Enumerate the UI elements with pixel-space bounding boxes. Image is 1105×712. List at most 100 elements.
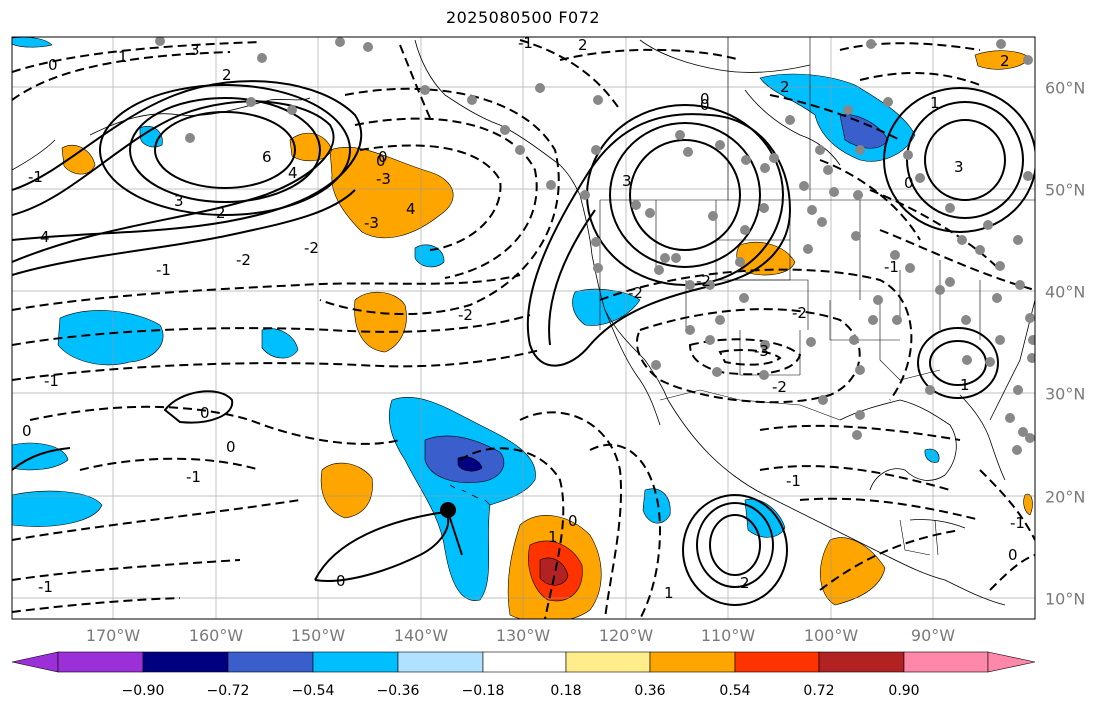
- lon-label: 160°W: [188, 626, 244, 645]
- svg-text:1: 1: [960, 376, 970, 394]
- svg-text:-2: -2: [696, 272, 711, 290]
- svg-text:3: 3: [954, 158, 964, 176]
- svg-text:-1: -1: [884, 258, 899, 276]
- svg-text:3: 3: [190, 41, 200, 59]
- colorbar-tick-label: 0.54: [719, 683, 751, 699]
- central-america: [884, 554, 1006, 606]
- svg-text:0: 0: [378, 148, 388, 166]
- alaska-coast: [414, 39, 581, 196]
- shade-cyan-gulf-alaska-small: [414, 244, 445, 268]
- lat-label: 10°N: [1045, 589, 1086, 609]
- shade-orange-mexico-west: [820, 537, 886, 606]
- shade-blue-hudson-bay: [839, 114, 889, 149]
- colorbar-tick-label: 0.36: [634, 683, 666, 699]
- colorbar-bin-6: [482, 651, 567, 673]
- shade-orange-west-aleutian: [289, 132, 333, 162]
- colorbar-tick-label: 0.72: [803, 683, 835, 699]
- mexico-pacific-coast: [667, 399, 886, 556]
- lat-label: 30°N: [1045, 384, 1086, 404]
- svg-text:-1: -1: [156, 261, 171, 279]
- hawaii-islands: [449, 484, 491, 506]
- colorbar-tick-label: −0.18: [461, 683, 505, 699]
- colorbar-extend-left: [11, 651, 59, 673]
- colorbar-bin-11: [903, 651, 989, 673]
- shade-cyan-baja-small: [642, 488, 671, 524]
- coastlines: [12, 39, 1035, 606]
- svg-text:-3: -3: [364, 214, 379, 232]
- svg-text:0: 0: [568, 512, 578, 530]
- colorbar-bin-8: [649, 651, 736, 673]
- svg-text:-2: -2: [792, 304, 807, 322]
- colorbar-tick-label: −0.54: [291, 683, 335, 699]
- svg-text:0: 0: [700, 90, 710, 108]
- station-markers: [155, 37, 1035, 455]
- svg-text:2: 2: [578, 36, 588, 54]
- colorbar-bin-9: [734, 651, 820, 673]
- lon-label: 100°W: [803, 626, 859, 645]
- lon-label: 150°W: [290, 626, 346, 645]
- svg-text:2: 2: [1000, 52, 1010, 70]
- svg-text:2: 2: [222, 66, 232, 84]
- map-border: [11, 36, 1036, 620]
- lat-label: 20°N: [1045, 487, 1086, 507]
- svg-text:-2: -2: [772, 378, 787, 396]
- shade-cyan-california: [572, 288, 641, 326]
- shade-cyan-mid-north-pacific: [57, 310, 164, 366]
- svg-text:6: 6: [262, 148, 272, 166]
- svg-text:-3: -3: [754, 342, 769, 360]
- shade-orange-mid-pacific: [354, 292, 407, 353]
- cyclone-center-marker: [440, 502, 456, 518]
- svg-text:-1: -1: [28, 168, 43, 186]
- svg-text:1: 1: [548, 528, 558, 546]
- colorbar-bin-2: [142, 651, 229, 673]
- svg-text:0: 0: [200, 404, 210, 422]
- colorbar-bin-7: [565, 651, 651, 673]
- svg-text:-2: -2: [236, 251, 251, 269]
- svg-text:2: 2: [740, 574, 750, 592]
- contour-labels: 1 3 2 0 -1 2 4 3 6 4 -3 0 -3 4 -2 -2 -1 …: [22, 34, 1025, 602]
- lon-label: 170°W: [85, 626, 141, 645]
- shaded-anomaly-regions: [12, 37, 1033, 619]
- svg-text:1: 1: [664, 584, 674, 602]
- svg-text:-1: -1: [44, 372, 59, 390]
- lat-label: 50°N: [1045, 180, 1086, 200]
- svg-text:-1: -1: [186, 468, 201, 486]
- colorbar-bin-4: [312, 651, 399, 673]
- svg-text:4: 4: [40, 228, 50, 246]
- shade-cyan-small-mid: [261, 328, 299, 359]
- shade-darkred-tropical: [539, 557, 569, 586]
- svg-text:0: 0: [1008, 546, 1018, 564]
- svg-text:3: 3: [174, 192, 184, 210]
- shade-orange-hawaii-north: [320, 462, 373, 519]
- svg-text:-3: -3: [376, 170, 391, 188]
- svg-text:0: 0: [376, 152, 386, 170]
- colorbar-tick-label: −0.90: [121, 683, 165, 699]
- colorbar-bin-3: [227, 651, 314, 673]
- kamchatka: [12, 139, 56, 171]
- lon-label: 140°W: [393, 626, 449, 645]
- solid-contours: [12, 80, 1035, 606]
- shade-navy-core: [457, 456, 483, 472]
- lon-label: 130°W: [495, 626, 551, 645]
- svg-text:1: 1: [118, 48, 128, 66]
- svg-text:0: 0: [904, 174, 914, 192]
- lon-label: 110°W: [700, 626, 756, 645]
- svg-text:-1: -1: [1010, 514, 1025, 532]
- political-borders: [599, 37, 1035, 556]
- cuba: [909, 519, 966, 529]
- colorbar: [11, 651, 1036, 673]
- svg-text:-1: -1: [518, 34, 533, 52]
- svg-text:0: 0: [22, 422, 32, 440]
- baja-california: [604, 309, 661, 426]
- shade-orange-central-us: [736, 242, 796, 276]
- svg-text:0: 0: [48, 56, 58, 74]
- colorbar-bin-1: [57, 651, 144, 673]
- svg-text:-2: -2: [628, 284, 643, 302]
- lon-label: 120°W: [598, 626, 654, 645]
- colorbar-bin-10: [818, 651, 905, 673]
- colorbar-tick-label: 0.90: [888, 683, 920, 699]
- gulf-of-mexico-coast: [839, 399, 957, 491]
- lon-label: 90°W: [910, 626, 956, 645]
- colorbar-tick-label: −0.36: [376, 683, 420, 699]
- canada-arctic: [639, 39, 811, 73]
